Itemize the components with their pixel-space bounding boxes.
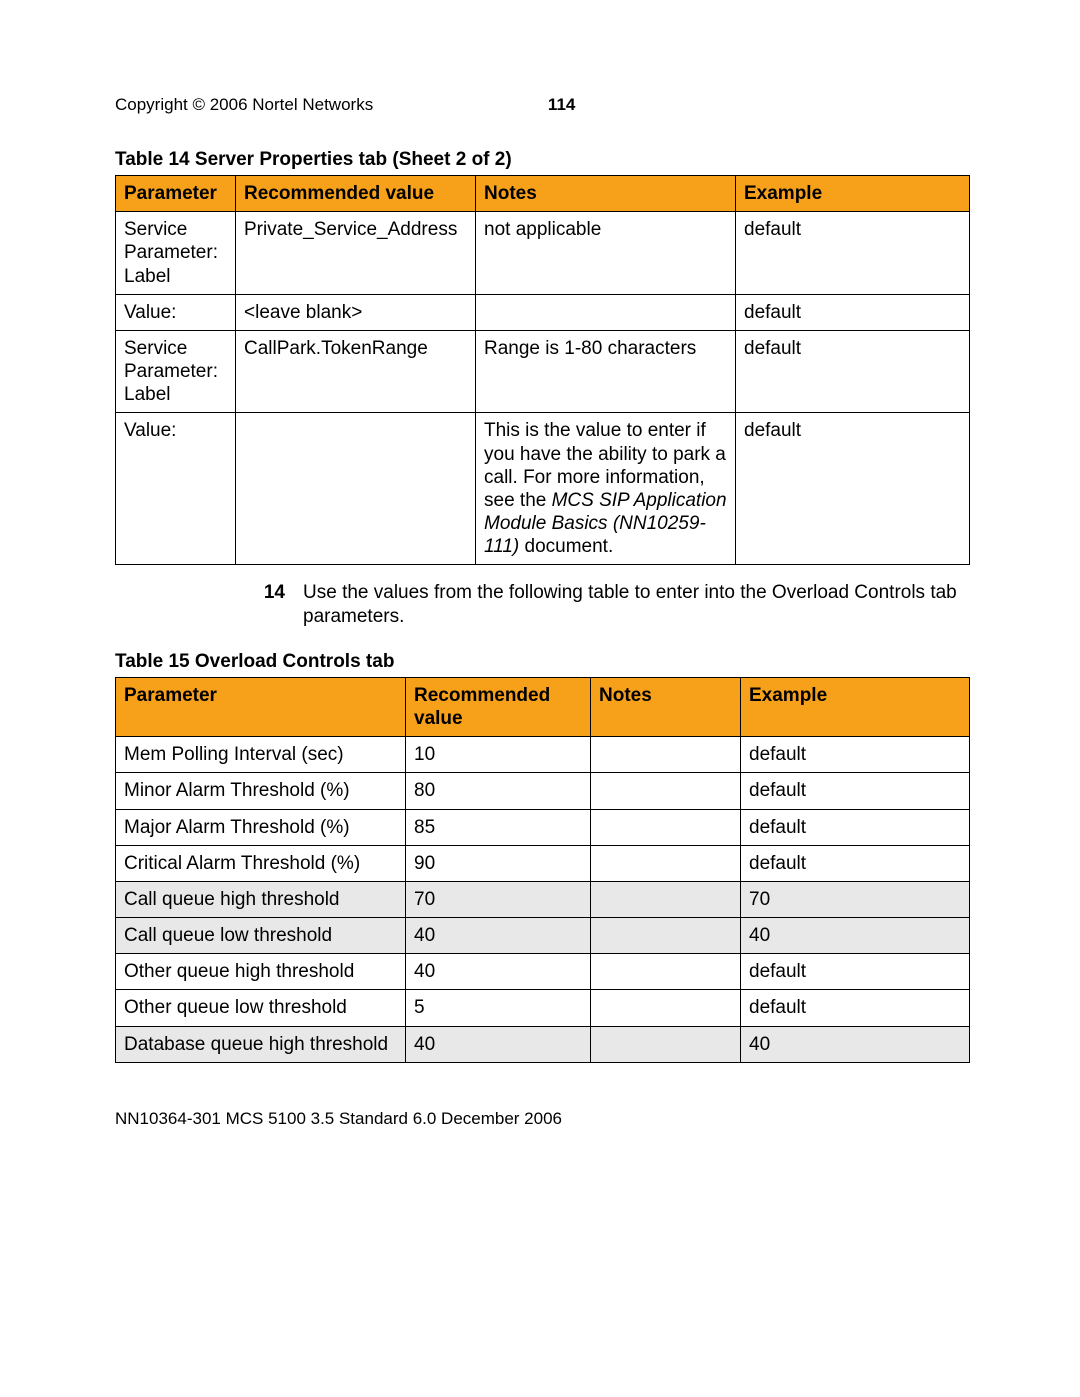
table-cell <box>591 918 741 954</box>
table-cell: default <box>741 954 970 990</box>
step-14: 14 Use the values from the following tab… <box>115 581 970 629</box>
table-cell: Private_Service_Address <box>236 212 476 295</box>
page-header: Copyright © 2006 Nortel Networks 114 <box>115 95 970 115</box>
table-cell <box>236 413 476 565</box>
table14-caption: Table 14 Server Properties tab (Sheet 2 … <box>115 149 970 171</box>
table-cell: 40 <box>406 1026 591 1062</box>
table-cell <box>591 809 741 845</box>
table-cell: default <box>741 990 970 1026</box>
table14-col-example: Example <box>736 176 970 212</box>
table-cell: default <box>741 845 970 881</box>
copyright-text: Copyright © 2006 Nortel Networks <box>115 95 373 115</box>
table15-caption: Table 15 Overload Controls tab <box>115 651 970 673</box>
table-cell: 70 <box>406 881 591 917</box>
table-row: Service Parameter: LabelCallPark.TokenRa… <box>116 330 970 413</box>
table-cell: Critical Alarm Threshold (%) <box>116 845 406 881</box>
table-row: Value: This is the value to enter if you … <box>116 413 970 565</box>
table-row: Other queue high threshold40 default <box>116 954 970 990</box>
table-cell: 40 <box>741 1026 970 1062</box>
table14-col-parameter: Parameter <box>116 176 236 212</box>
table15-col-notes: Notes <box>591 677 741 736</box>
page-number: 114 <box>548 95 575 115</box>
table15: Parameter Recommended value Notes Exampl… <box>115 677 970 1063</box>
table-cell: default <box>741 737 970 773</box>
table-cell: default <box>736 212 970 295</box>
table-row: Value:<leave blank> default <box>116 294 970 330</box>
table-row: Other queue low threshold5 default <box>116 990 970 1026</box>
table-cell: Value: <box>116 294 236 330</box>
table-row: Service Parameter: LabelPrivate_Service_… <box>116 212 970 295</box>
table-row: Mem Polling Interval (sec)10 default <box>116 737 970 773</box>
table-cell <box>591 773 741 809</box>
table-cell: Minor Alarm Threshold (%) <box>116 773 406 809</box>
table14-col-recommended: Recommended value <box>236 176 476 212</box>
table-cell: 80 <box>406 773 591 809</box>
table-cell: default <box>736 413 970 565</box>
table-cell: Value: <box>116 413 236 565</box>
table-cell: This is the value to enter if you have t… <box>476 413 736 565</box>
table-cell: 40 <box>406 954 591 990</box>
table-cell: Major Alarm Threshold (%) <box>116 809 406 845</box>
step-text: Use the values from the following table … <box>303 581 970 629</box>
table-cell: default <box>736 330 970 413</box>
table-row: Minor Alarm Threshold (%)80 default <box>116 773 970 809</box>
table-cell: 85 <box>406 809 591 845</box>
table-row: Call queue low threshold4040 <box>116 918 970 954</box>
table-cell <box>591 881 741 917</box>
table-cell: Service Parameter: Label <box>116 212 236 295</box>
document-page: Copyright © 2006 Nortel Networks 114 Tab… <box>0 0 1080 1189</box>
table-cell: Call queue high threshold <box>116 881 406 917</box>
table-cell <box>591 737 741 773</box>
table-cell: CallPark.TokenRange <box>236 330 476 413</box>
table-row: Database queue high threshold4040 <box>116 1026 970 1062</box>
table15-col-example: Example <box>741 677 970 736</box>
step-number: 14 <box>115 581 303 629</box>
page-footer: NN10364-301 MCS 5100 3.5 Standard 6.0 De… <box>115 1109 970 1129</box>
table-cell: Service Parameter: Label <box>116 330 236 413</box>
table-cell: default <box>741 773 970 809</box>
table-cell: Database queue high threshold <box>116 1026 406 1062</box>
table-cell: 10 <box>406 737 591 773</box>
table-cell <box>591 1026 741 1062</box>
table14-header-row: Parameter Recommended value Notes Exampl… <box>116 176 970 212</box>
table-cell: 90 <box>406 845 591 881</box>
table-cell: default <box>736 294 970 330</box>
table15-col-recommended: Recommended value <box>406 677 591 736</box>
table-cell: default <box>741 809 970 845</box>
table-cell <box>591 990 741 1026</box>
table-cell: Mem Polling Interval (sec) <box>116 737 406 773</box>
table14: Parameter Recommended value Notes Exampl… <box>115 175 970 565</box>
table-cell: Other queue high threshold <box>116 954 406 990</box>
table-cell: 40 <box>406 918 591 954</box>
table15-body: Mem Polling Interval (sec)10defaultMinor… <box>116 737 970 1063</box>
table15-header-row: Parameter Recommended value Notes Exampl… <box>116 677 970 736</box>
table14-col-notes: Notes <box>476 176 736 212</box>
table-cell: Range is 1-80 characters <box>476 330 736 413</box>
table15-col-parameter: Parameter <box>116 677 406 736</box>
table-cell: 5 <box>406 990 591 1026</box>
table-cell: 40 <box>741 918 970 954</box>
table-cell <box>591 845 741 881</box>
table-cell: <leave blank> <box>236 294 476 330</box>
table14-body: Service Parameter: LabelPrivate_Service_… <box>116 212 970 565</box>
table-cell <box>476 294 736 330</box>
table-cell: Other queue low threshold <box>116 990 406 1026</box>
table-row: Major Alarm Threshold (%)85 default <box>116 809 970 845</box>
table-cell <box>591 954 741 990</box>
table-row: Call queue high threshold7070 <box>116 881 970 917</box>
table-cell: Call queue low threshold <box>116 918 406 954</box>
table-cell: 70 <box>741 881 970 917</box>
table-row: Critical Alarm Threshold (%)90 default <box>116 845 970 881</box>
table-cell: not applicable <box>476 212 736 295</box>
